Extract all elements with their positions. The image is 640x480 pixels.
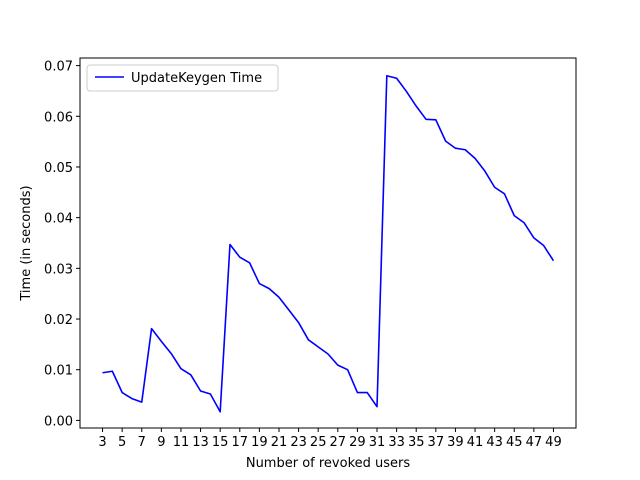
y-tick-label: 0.05 [44,161,73,176]
x-tick-label: 19 [251,435,268,450]
x-tick-label: 43 [486,435,503,450]
x-tick-label: 3 [98,435,106,450]
x-tick-label: 41 [467,435,484,450]
x-tick-label: 17 [232,435,249,450]
x-tick-label: 35 [408,435,425,450]
x-tick-label: 11 [173,435,190,450]
x-tick-label: 49 [545,435,562,450]
x-tick-label: 13 [192,435,209,450]
plot-frame [79,57,577,429]
legend-label: UpdateKeygen Time [131,71,262,86]
x-tick-label: 33 [388,435,405,450]
x-tick-label: 39 [447,435,464,450]
y-tick-label: 0.02 [44,313,73,328]
x-tick-label: 9 [157,435,165,450]
y-tick-label: 0.04 [44,212,73,227]
y-tick-label: 0.01 [44,364,73,379]
x-tick-label: 21 [271,435,288,450]
y-tick-label: 0.03 [44,262,73,277]
x-tick-label: 5 [118,435,126,450]
x-axis-label: Number of revoked users [246,456,411,471]
x-tick-label: 47 [526,435,543,450]
x-tick-label: 29 [349,435,366,450]
series-line-0 [102,74,555,413]
x-tick-label: 23 [290,435,307,450]
y-tick-label: 0.00 [44,414,73,429]
x-tick-label: 27 [330,435,347,450]
x-tick-label: 31 [369,435,386,450]
x-tick-label: 45 [506,435,523,450]
legend-box [86,64,279,92]
x-tick-label: 37 [428,435,445,450]
x-tick-label: 7 [138,435,146,450]
y-axis-label: Time (in seconds) [19,185,34,301]
legend: UpdateKeygen Time [86,64,279,92]
y-tick-label: 0.06 [44,110,73,125]
x-tick-label: 25 [310,435,327,450]
y-tick-label: 0.07 [44,60,73,75]
x-tick-label: 15 [212,435,229,450]
